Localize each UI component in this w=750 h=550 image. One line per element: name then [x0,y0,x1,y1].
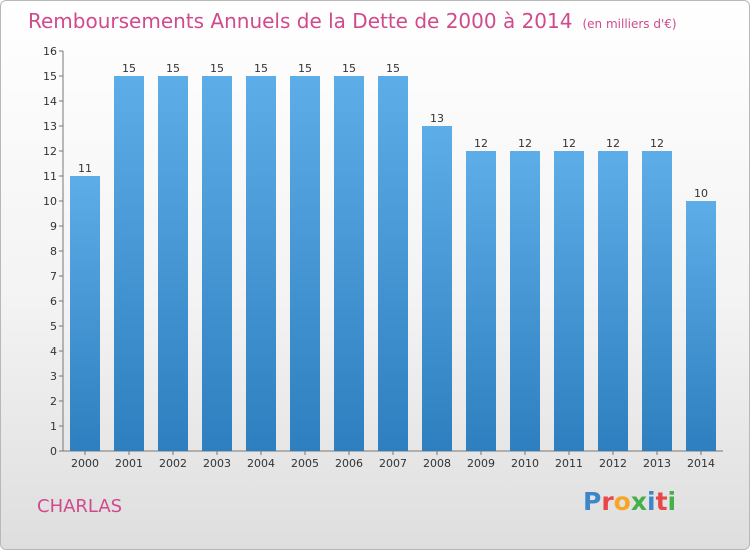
x-tick-label: 2012 [599,457,627,470]
logo-letter: r [601,487,614,516]
bar-value-label: 15 [254,62,268,75]
x-tick-label: 2014 [687,457,715,470]
bar-value-label: 15 [210,62,224,75]
x-tick-label: 2008 [423,457,451,470]
logo-letter: t [655,487,668,516]
logo-letter: i [647,487,656,516]
bar-value-label: 12 [474,137,488,150]
bar-value-label: 11 [78,162,92,175]
bar-value-label: 10 [694,187,708,200]
bar-2012 [598,151,628,451]
bar-2009 [466,151,496,451]
x-tick-label: 2011 [555,457,583,470]
x-tick-label: 2009 [467,457,495,470]
logo-letter: x [630,487,647,516]
bar-value-label: 15 [166,62,180,75]
bar-2005 [290,76,320,451]
y-tick-label: 3 [50,370,57,383]
bar-2006 [334,76,364,451]
y-tick-label: 10 [43,195,57,208]
y-tick-label: 1 [50,420,57,433]
y-tick-label: 16 [43,45,57,58]
bar-2010 [510,151,540,451]
y-tick-label: 0 [50,445,57,458]
bar-value-label: 15 [386,62,400,75]
x-tick-label: 2013 [643,457,671,470]
y-tick-label: 5 [50,320,57,333]
chart-title: Remboursements Annuels de la Dette de 20… [28,9,677,33]
bar-value-label: 15 [122,62,136,75]
x-tick-label: 2010 [511,457,539,470]
y-tick-label: 4 [50,345,57,358]
x-tick-label: 2007 [379,457,407,470]
bar-2007 [378,76,408,451]
proxiti-logo: Proxiti [583,487,676,516]
bars: 11 15 15 15 15 15 15 15 13 12 12 12 12 12 10 [70,62,716,451]
y-tick-label: 12 [43,145,57,158]
bar-2014 [686,201,716,451]
logo-letter: P [583,487,602,516]
x-tick-label: 2003 [203,457,231,470]
y-tick-label: 7 [50,270,57,283]
x-tick-label: 2005 [291,457,319,470]
bar-2008 [422,126,452,451]
y-tick-label: 14 [43,95,57,108]
bar-2004 [246,76,276,451]
x-tick-label: 2000 [71,457,99,470]
bar-value-label: 13 [430,112,444,125]
bar-value-label: 15 [298,62,312,75]
bar-2001 [114,76,144,451]
logo-letter: o [613,487,631,516]
bar-value-label: 12 [562,137,576,150]
location-name: CHARLAS [37,496,123,517]
logo-letter: i [667,487,677,516]
y-tick-label: 11 [43,170,57,183]
bar-value-label: 12 [650,137,664,150]
chart-subtitle: (en milliers d'€) [582,17,677,31]
y-tick-label: 9 [50,220,57,233]
bar-value-label: 15 [342,62,356,75]
bar-2013 [642,151,672,451]
x-tick-label: 2002 [159,457,187,470]
bar-value-label: 12 [518,137,532,150]
bar-2002 [158,76,188,451]
y-tick-label: 8 [50,245,57,258]
x-tick-label: 2004 [247,457,275,470]
y-tick-label: 13 [43,120,57,133]
y-tick-label: 6 [50,295,57,308]
bar-2011 [554,151,584,451]
title-text: Remboursements Annuels de la Dette de 20… [28,9,573,33]
bar-2003 [202,76,232,451]
y-tick-label: 15 [43,70,57,83]
bar-value-label: 12 [606,137,620,150]
bar-2000 [70,176,100,451]
y-tick-label: 2 [50,395,57,408]
x-tick-label: 2006 [335,457,363,470]
x-tick-label: 2001 [115,457,143,470]
